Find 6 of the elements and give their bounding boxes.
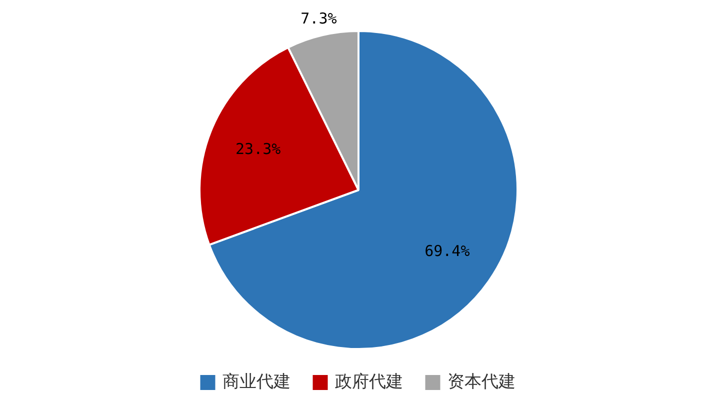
legend-label: 资本代建 xyxy=(447,372,516,392)
legend-label: 商业代建 xyxy=(222,372,290,392)
data-label: 7.3% xyxy=(300,9,337,28)
data-label: 69.4% xyxy=(424,242,470,260)
legend-label: 政府代建 xyxy=(334,372,403,392)
data-label: 23.3% xyxy=(236,140,281,158)
